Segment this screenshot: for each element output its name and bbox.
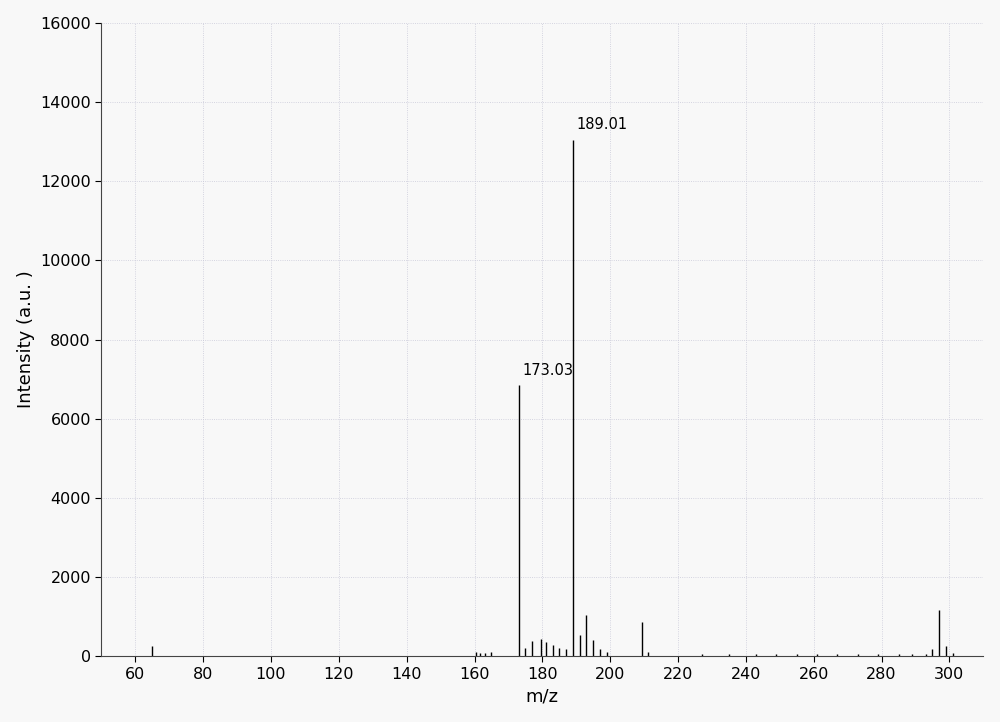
Text: 173.03: 173.03 <box>522 363 573 378</box>
Text: 189.01: 189.01 <box>576 118 627 132</box>
X-axis label: m/z: m/z <box>526 687 559 705</box>
Y-axis label: Intensity (a.u. ): Intensity (a.u. ) <box>17 271 35 409</box>
